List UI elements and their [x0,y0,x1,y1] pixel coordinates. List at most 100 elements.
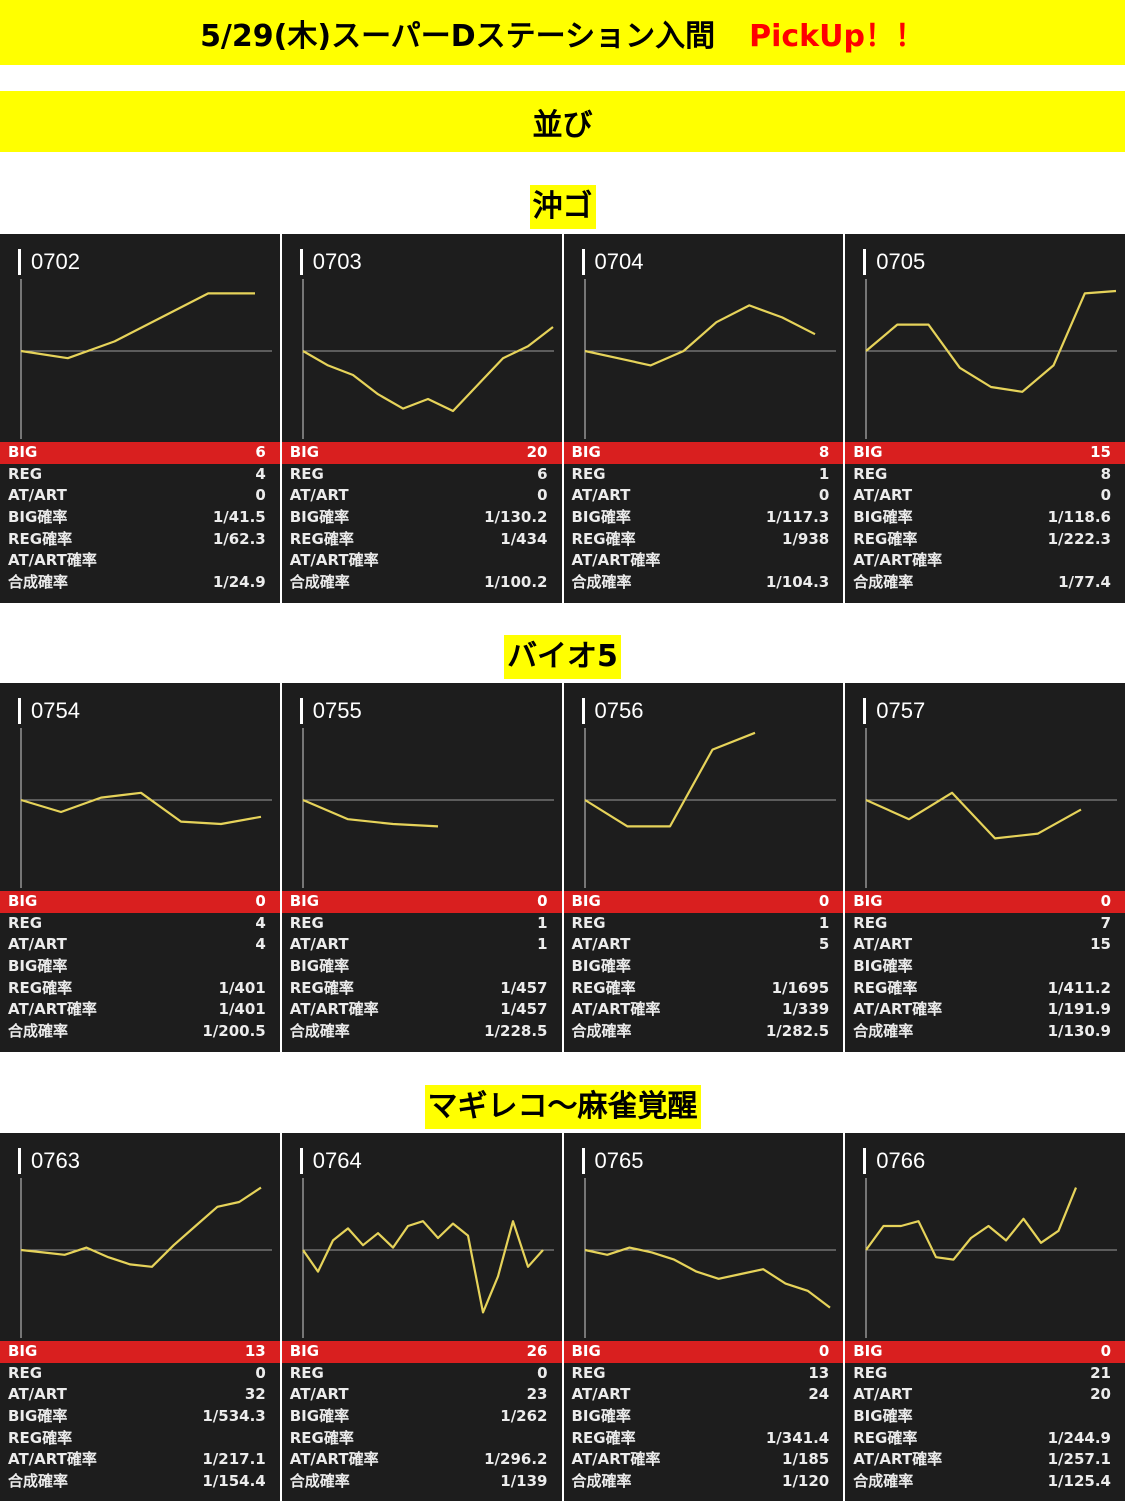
machine-card[interactable]: 0754 BIG 0 REG 4 AT/ART 4 BIG確率 REG確率 1/401 AT/ART… [0,683,280,1052]
stat-label: BIG [853,443,883,461]
stat-label: REG確率 [289,529,354,548]
stat-row-atart-rate: AT/ART確率 1/339 [572,999,830,1021]
stat-row-total-rate: 合成確率 1/125.4 [853,1471,1111,1493]
stat-value: 1/77.4 [1058,573,1111,592]
machine-card[interactable]: 0766 BIG 0 REG 21 AT/ART 20 BIG確率 REG確率 1/244.9 AT… [845,1133,1125,1501]
stat-row-big: BIG 8 [563,442,844,464]
stat-value: 13 [244,1342,266,1360]
stat-row-reg-rate: REG確率 [290,1428,548,1450]
machine-card[interactable]: 0764 BIG 26 REG 0 AT/ART 23 BIG確率 1/262 REG確率 AT/A… [281,1133,562,1501]
machine-card[interactable]: 0763 BIG 13 REG 0 AT/ART 32 BIG確率 1/534.3 REG確率 AT… [0,1133,280,1501]
stat-value: 1/62.3 [212,529,266,548]
stat-row-atart: AT/ART 20 [853,1384,1111,1406]
machine-card[interactable]: 0756 BIG 0 REG 1 AT/ART 5 BIG確率 REG確率 1/1695 AT/AR… [563,683,844,1052]
machine-number: 0754 [18,698,80,724]
stat-label: AT/ART確率 [289,1450,379,1469]
stat-value: 1/125.4 [1047,1472,1111,1491]
slump-graph [302,279,554,439]
stat-value: 1/200.5 [202,1022,266,1041]
stat-value: 1/411.2 [1047,978,1111,997]
stat-row-atart: AT/ART 1 [290,934,548,956]
machine-card[interactable]: 0757 BIG 0 REG 7 AT/ART 15 BIG確率 REG確率 1/411.2 AT/… [845,683,1125,1052]
machine-card[interactable]: 0702 BIG 6 REG 4 AT/ART 0 BIG確率 1/41.5 REG確率 1/62.… [0,234,280,603]
stats-table: BIG 20 REG 6 AT/ART 0 BIG確率 1/130.2 REG確率 1/434 AT… [281,442,562,594]
machine-card[interactable]: 0755 BIG 0 REG 1 AT/ART 1 BIG確率 REG確率 1/457 AT/ART… [281,683,562,1052]
stat-label: AT/ART [853,935,913,954]
stat-label: BIG [8,892,38,910]
stat-row-big-rate: BIG確率 [290,956,548,978]
stat-label: REG確率 [571,978,636,997]
stat-row-total-rate: 合成確率 1/120 [572,1471,830,1493]
stat-label: AT/ART確率 [8,551,97,570]
stat-label: AT/ART確率 [8,1450,97,1469]
slump-line [20,292,255,360]
stat-row-reg: REG 1 [572,464,830,486]
stat-value: 1 [537,935,548,954]
stat-value: 1/257.1 [1047,1450,1111,1469]
stat-row-big-rate: BIG確率 [572,956,830,978]
stat-value: 4 [255,935,266,954]
stat-label: BIG確率 [8,508,68,527]
stat-row-total-rate: 合成確率 1/228.5 [290,1021,548,1043]
stat-label: AT/ART確率 [853,1450,943,1469]
stat-value: 1 [818,464,830,483]
stat-row-big: BIG 0 [563,1341,844,1363]
stat-row-atart: AT/ART 5 [572,934,830,956]
machine-card[interactable]: 0765 BIG 0 REG 13 AT/ART 24 BIG確率 REG確率 1/341.4 AT… [563,1133,844,1501]
slump-line [865,289,1117,393]
machine-number: 0757 [863,698,925,724]
machine-card[interactable]: 0704 BIG 8 REG 1 AT/ART 0 BIG確率 1/117.3 REG確率 1/93… [563,234,844,603]
stat-value: 1/24.9 [212,573,266,592]
machine-number: 0763 [18,1148,80,1174]
stat-row-big-rate: BIG確率 [853,956,1111,978]
stat-label: REG [853,464,888,483]
stat-label: BIG [8,443,38,461]
stat-row-big: BIG 0 [281,891,562,913]
group-title-label: バイオ5 [504,635,621,679]
stat-label: REG確率 [853,978,918,997]
slump-graph [584,279,836,439]
machine-card[interactable]: 0705 BIG 15 REG 8 AT/ART 0 BIG確率 1/118.6 REG確率 1/2… [845,234,1125,603]
machine-card[interactable]: 0703 BIG 20 REG 6 AT/ART 0 BIG確率 1/130.2 REG確率 1/4… [281,234,562,603]
machine-number: 0755 [299,698,362,724]
stat-label: REG [571,913,606,932]
stat-row-reg-rate: REG確率 1/938 [572,529,830,551]
stat-label: REG確率 [8,1428,73,1447]
stat-label: BIG確率 [8,1407,68,1426]
slump-graph [865,279,1118,439]
stat-value: 1/118.6 [1047,508,1111,527]
stat-label: BIG確率 [289,1407,350,1426]
subtitle-banner: 並び [0,91,1125,152]
stat-row-big-rate: BIG確率 1/118.6 [853,507,1111,529]
stat-value: 1/457 [500,1000,548,1019]
stats-table: BIG 26 REG 0 AT/ART 23 BIG確率 1/262 REG確率 AT/ART確率… [281,1341,562,1493]
stat-label: BIG [289,443,320,461]
header-banner: 5/29(木)スーパーDステーション入間 PickUp！！ [0,0,1125,65]
stat-row-total-rate: 合成確率 1/282.5 [572,1021,830,1043]
stat-row-big: BIG 0 [0,891,280,913]
stat-label: BIG確率 [8,957,68,976]
stat-value: 1/117.3 [765,508,830,527]
stat-value: 1/339 [782,1000,830,1019]
stat-row-reg: REG 1 [572,913,830,935]
machine-number: 0705 [863,249,925,275]
stat-value: 1/282.5 [765,1022,830,1041]
stat-label: BIG [571,1342,601,1360]
stat-value: 1/1695 [771,978,830,997]
stat-label: 合成確率 [571,1472,632,1491]
stat-row-reg-rate: REG確率 1/457 [290,978,548,1000]
stat-value: 15 [1090,443,1111,461]
stat-row-big-rate: BIG確率 [853,1406,1111,1428]
stat-value: 1/41.5 [212,508,266,527]
stat-label: AT/ART確率 [571,1450,661,1469]
stat-row-big: BIG 0 [845,891,1125,913]
group-title: マギレコ～麻雀覚醒 [0,1084,1125,1130]
stat-label: REG確率 [853,529,918,548]
stat-row-atart-rate: AT/ART確率 1/185 [572,1449,830,1471]
stat-value: 4 [255,913,266,932]
stat-row-atart-rate: AT/ART確率 [853,550,1111,572]
stat-row-reg-rate: REG確率 1/1695 [572,978,830,1000]
stat-value: 8 [818,443,830,461]
slump-graph [865,728,1118,888]
stats-table: BIG 0 REG 4 AT/ART 4 BIG確率 REG確率 1/401 AT/ART確率 1/… [0,891,280,1043]
